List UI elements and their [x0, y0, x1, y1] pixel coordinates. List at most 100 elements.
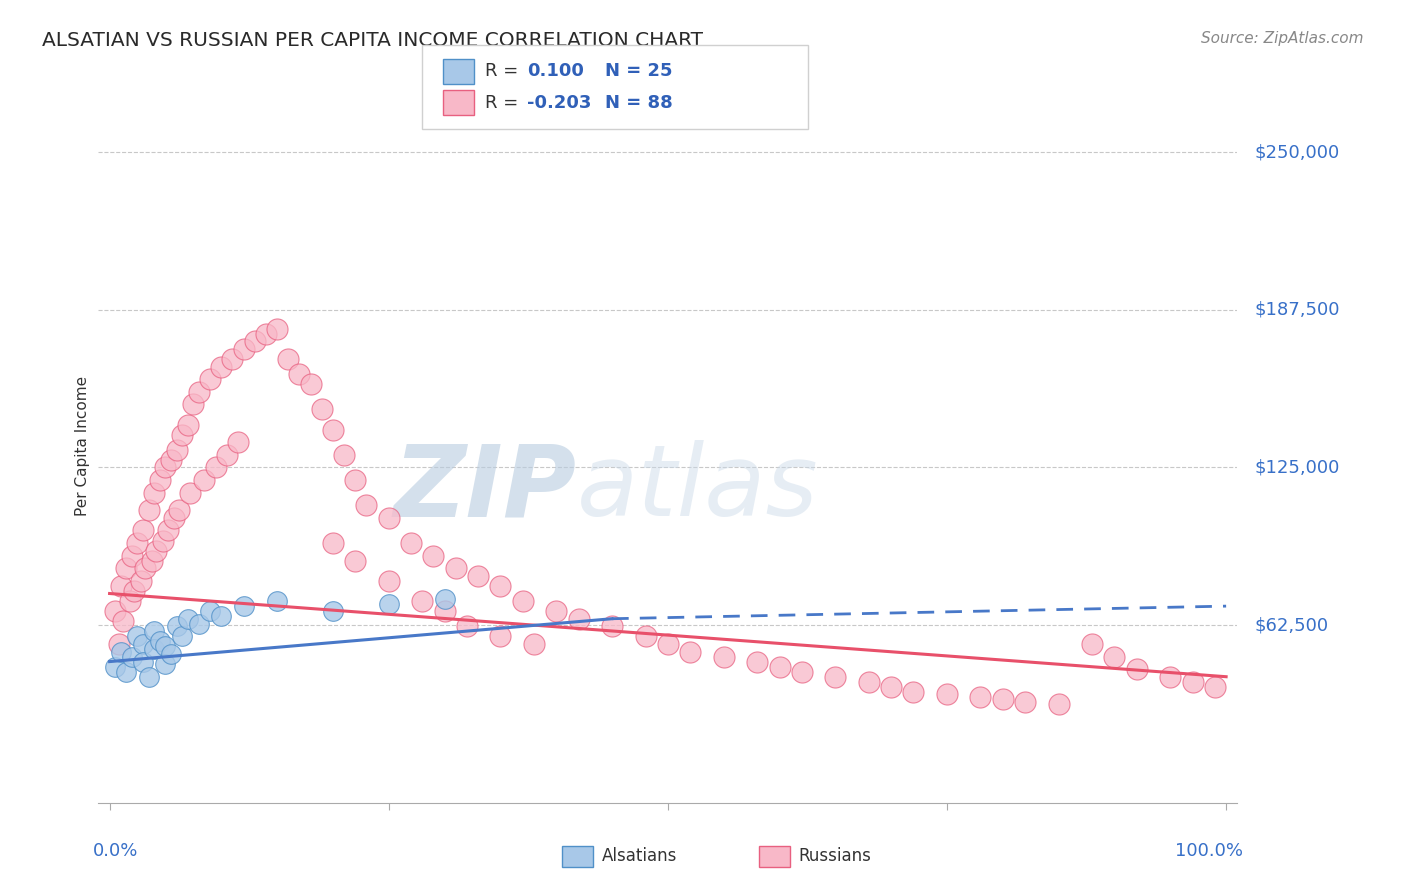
Point	[1081, 637, 1104, 651]
Point	[166, 619, 188, 633]
Point	[143, 485, 166, 500]
Point	[344, 473, 367, 487]
Point	[204, 460, 226, 475]
Point	[152, 533, 174, 548]
Point	[433, 591, 456, 606]
Point	[243, 334, 266, 349]
Point	[903, 685, 925, 699]
Point	[858, 674, 880, 689]
Point	[177, 417, 200, 432]
Point	[277, 351, 299, 366]
Point	[221, 351, 243, 366]
Point	[399, 536, 422, 550]
Text: Russians: Russians	[799, 847, 872, 865]
Point	[155, 640, 177, 654]
Point	[489, 579, 512, 593]
Text: R =: R =	[485, 62, 524, 80]
Point	[110, 579, 132, 593]
Point	[187, 616, 209, 631]
Point	[344, 554, 367, 568]
Point	[713, 649, 735, 664]
Point	[824, 670, 846, 684]
Point	[122, 584, 145, 599]
Point	[193, 473, 215, 487]
Text: ZIP: ZIP	[394, 441, 576, 537]
Point	[166, 442, 188, 457]
Text: atlas: atlas	[576, 441, 818, 537]
Text: 0.100: 0.100	[527, 62, 583, 80]
Point	[198, 604, 221, 618]
Point	[1159, 670, 1181, 684]
Point	[489, 629, 512, 643]
Point	[288, 367, 311, 381]
Point	[143, 624, 166, 639]
Point	[121, 649, 143, 664]
Point	[132, 655, 155, 669]
Point	[155, 460, 177, 475]
Point	[138, 670, 160, 684]
Point	[991, 692, 1014, 706]
Point	[209, 609, 232, 624]
Point	[132, 524, 155, 538]
Point	[149, 634, 172, 648]
Point	[657, 637, 679, 651]
Point	[512, 594, 534, 608]
Point	[333, 448, 356, 462]
Point	[600, 619, 623, 633]
Point	[160, 453, 183, 467]
Point	[1047, 698, 1070, 712]
Point	[444, 561, 467, 575]
Point	[160, 647, 183, 661]
Point	[433, 604, 456, 618]
Point	[111, 614, 134, 628]
Point	[118, 594, 141, 608]
Point	[356, 498, 378, 512]
Point	[163, 511, 186, 525]
Point	[129, 574, 152, 588]
Point	[121, 549, 143, 563]
Point	[172, 427, 194, 442]
Point	[155, 657, 177, 672]
Point	[104, 604, 127, 618]
Point	[322, 423, 344, 437]
Point	[183, 397, 205, 411]
Point	[1181, 674, 1204, 689]
Point	[179, 485, 201, 500]
Point	[226, 435, 249, 450]
Point	[132, 637, 155, 651]
Point	[411, 594, 433, 608]
Point	[134, 561, 156, 575]
Text: Alsatians: Alsatians	[602, 847, 678, 865]
Point	[546, 604, 568, 618]
Point	[377, 511, 399, 525]
Text: -0.203: -0.203	[527, 94, 592, 112]
Text: $62,500: $62,500	[1254, 616, 1329, 634]
Text: N = 88: N = 88	[605, 94, 672, 112]
Point	[198, 372, 221, 386]
Point	[567, 612, 589, 626]
Point	[209, 359, 232, 374]
Point	[768, 659, 790, 673]
Point	[322, 536, 344, 550]
Point	[167, 503, 190, 517]
Point	[1014, 695, 1036, 709]
Point	[172, 629, 194, 643]
Text: $250,000: $250,000	[1254, 144, 1340, 161]
Point	[115, 561, 138, 575]
Point	[127, 536, 149, 550]
Text: $125,000: $125,000	[1254, 458, 1340, 476]
Text: 100.0%: 100.0%	[1175, 842, 1243, 860]
Point	[145, 543, 167, 558]
Point	[104, 659, 127, 673]
Text: R =: R =	[485, 94, 524, 112]
Point	[422, 549, 444, 563]
Point	[377, 597, 399, 611]
Point	[936, 687, 959, 701]
Point	[790, 665, 813, 679]
Text: Source: ZipAtlas.com: Source: ZipAtlas.com	[1201, 31, 1364, 46]
Point	[634, 629, 657, 643]
Point	[177, 612, 200, 626]
Point	[747, 655, 769, 669]
Point	[141, 554, 163, 568]
Point	[311, 402, 333, 417]
